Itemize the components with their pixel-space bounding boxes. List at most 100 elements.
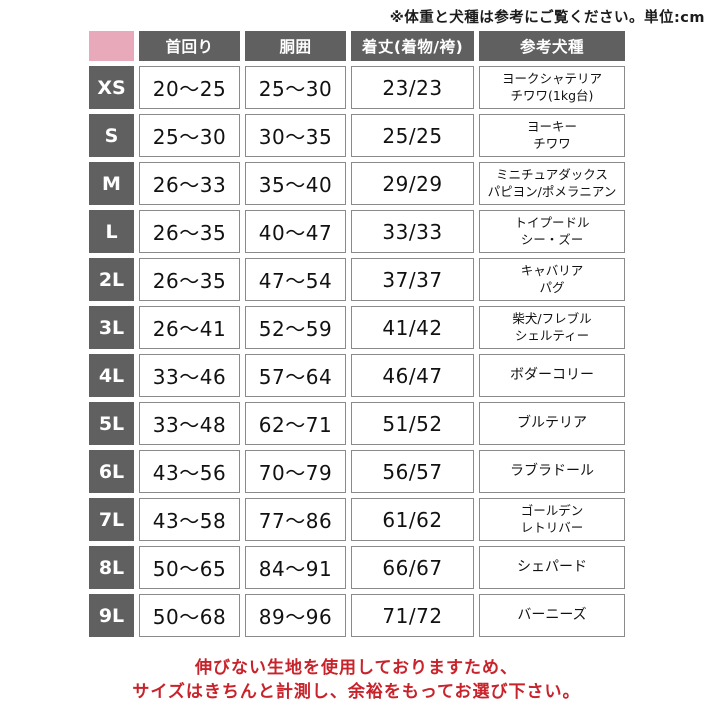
header-length: 着丈(着物/袴) xyxy=(351,31,474,61)
girth-cell: 40〜47 xyxy=(245,210,346,253)
breed-line-1: ヨーキー xyxy=(526,118,577,134)
table-row: M 26〜33 35〜40 29/29 ミニチュアダックス パピヨン/ポメラニア… xyxy=(89,162,625,205)
neck-cell: 26〜35 xyxy=(139,210,240,253)
length-cell: 46/47 xyxy=(351,354,474,397)
breed-line-2: チワワ xyxy=(533,135,571,151)
neck-cell: 25〜30 xyxy=(139,114,240,157)
length-cell: 61/62 xyxy=(351,498,474,541)
breed-cell: ヨーキー チワワ xyxy=(479,114,625,157)
girth-cell: 25〜30 xyxy=(245,66,346,109)
size-label: XS xyxy=(89,66,134,109)
length-cell: 66/67 xyxy=(351,546,474,589)
neck-cell: 43〜56 xyxy=(139,450,240,493)
length-cell: 41/42 xyxy=(351,306,474,349)
size-label: 4L xyxy=(89,354,134,397)
size-label: 8L xyxy=(89,546,134,589)
breed-line-2: レトリバー xyxy=(520,519,584,535)
size-label: S xyxy=(89,114,134,157)
girth-cell: 84〜91 xyxy=(245,546,346,589)
breed-line-2: チワワ(1kg台) xyxy=(510,87,594,103)
size-label: M xyxy=(89,162,134,205)
breed-cell: トイプードル シー・ズー xyxy=(479,210,625,253)
breed-line-2: シェルティー xyxy=(514,327,590,343)
table-row: XS 20〜25 25〜30 23/23 ヨークシャテリア チワワ(1kg台) xyxy=(89,66,625,109)
breed-cell: ミニチュアダックス パピヨン/ポメラニアン xyxy=(479,162,625,205)
table-row: L 26〜35 40〜47 33/33 トイプードル シー・ズー xyxy=(89,210,625,253)
unit-note: ※体重と犬種は参考にご覧ください。単位:cm xyxy=(389,10,705,26)
size-label: L xyxy=(89,210,134,253)
size-label: 9L xyxy=(89,594,134,637)
table-row: 9L 50〜68 89〜96 71/72 バーニーズ xyxy=(89,594,625,637)
size-table-body: XS 20〜25 25〜30 23/23 ヨークシャテリア チワワ(1kg台) … xyxy=(89,66,625,637)
table-row: 8L 50〜65 84〜91 66/67 シェパード xyxy=(89,546,625,589)
girth-cell: 77〜86 xyxy=(245,498,346,541)
table-row: 2L 26〜35 47〜54 37/37 キャバリア パグ xyxy=(89,258,625,301)
breed-line-1: ラブラドール xyxy=(510,463,594,480)
warning-line-1: 伸びない生地を使用しておりますため、 xyxy=(195,658,518,678)
breed-cell: 柴犬/フレブル シェルティー xyxy=(479,306,625,349)
neck-cell: 26〜35 xyxy=(139,258,240,301)
breed-cell: バーニーズ xyxy=(479,594,625,637)
length-cell: 51/52 xyxy=(351,402,474,445)
neck-cell: 43〜58 xyxy=(139,498,240,541)
header-girth: 胴囲 xyxy=(245,31,346,61)
girth-cell: 47〜54 xyxy=(245,258,346,301)
size-label: 6L xyxy=(89,450,134,493)
breed-line-1: ミニチュアダックス xyxy=(496,166,608,182)
girth-cell: 52〜59 xyxy=(245,306,346,349)
breed-cell: ゴールデン レトリバー xyxy=(479,498,625,541)
table-row: 7L 43〜58 77〜86 61/62 ゴールデン レトリバー xyxy=(89,498,625,541)
neck-cell: 20〜25 xyxy=(139,66,240,109)
length-cell: 71/72 xyxy=(351,594,474,637)
table-row: 4L 33〜46 57〜64 46/47 ボダーコリー xyxy=(89,354,625,397)
neck-cell: 33〜46 xyxy=(139,354,240,397)
header-row: 首回り 胴囲 着丈(着物/袴) 参考犬種 xyxy=(89,31,625,61)
neck-cell: 26〜33 xyxy=(139,162,240,205)
breed-cell: ヨークシャテリア チワワ(1kg台) xyxy=(479,66,625,109)
breed-line-1: ブルテリア xyxy=(517,415,587,432)
length-cell: 33/33 xyxy=(351,210,474,253)
girth-cell: 35〜40 xyxy=(245,162,346,205)
neck-cell: 50〜68 xyxy=(139,594,240,637)
breed-line-1: キャバリア xyxy=(520,262,584,278)
breed-line-2: パグ xyxy=(539,279,565,295)
warning-line-2: サイズはきちんと計測し、余裕をもってお選び下さい。 xyxy=(132,682,581,703)
breed-cell: ブルテリア xyxy=(479,402,625,445)
breed-line-1: ゴールデン xyxy=(520,502,584,518)
neck-cell: 50〜65 xyxy=(139,546,240,589)
girth-cell: 57〜64 xyxy=(245,354,346,397)
warning-text: 伸びない生地を使用しておりますため、 サイズはきちんと計測し、余裕をもってお選び… xyxy=(0,656,713,704)
neck-cell: 33〜48 xyxy=(139,402,240,445)
size-table: 首回り 胴囲 着丈(着物/袴) 参考犬種 XS 20〜25 25〜30 23/2… xyxy=(84,26,630,642)
breed-line-2: パピヨン/ポメラニアン xyxy=(487,183,617,199)
girth-cell: 70〜79 xyxy=(245,450,346,493)
girth-cell: 30〜35 xyxy=(245,114,346,157)
size-label: 2L xyxy=(89,258,134,301)
breed-line-1: ヨークシャテリア xyxy=(501,70,602,86)
length-cell: 25/25 xyxy=(351,114,474,157)
girth-cell: 89〜96 xyxy=(245,594,346,637)
table-row: 3L 26〜41 52〜59 41/42 柴犬/フレブル シェルティー xyxy=(89,306,625,349)
girth-cell: 62〜71 xyxy=(245,402,346,445)
table-row: 6L 43〜56 70〜79 56/57 ラブラドール xyxy=(89,450,625,493)
breed-cell: ラブラドール xyxy=(479,450,625,493)
neck-cell: 26〜41 xyxy=(139,306,240,349)
header-neck: 首回り xyxy=(139,31,240,61)
corner-cell xyxy=(89,31,134,61)
breed-line-2: シー・ズー xyxy=(520,231,584,247)
length-cell: 29/29 xyxy=(351,162,474,205)
length-cell: 56/57 xyxy=(351,450,474,493)
size-table-wrap: 首回り 胴囲 着丈(着物/袴) 参考犬種 XS 20〜25 25〜30 23/2… xyxy=(84,26,630,642)
breed-line-1: シェパード xyxy=(517,559,587,576)
breed-line-1: 柴犬/フレブル xyxy=(512,310,592,326)
header-breed: 参考犬種 xyxy=(479,31,625,61)
size-label: 5L xyxy=(89,402,134,445)
length-cell: 37/37 xyxy=(351,258,474,301)
length-cell: 23/23 xyxy=(351,66,474,109)
size-label: 3L xyxy=(89,306,134,349)
breed-line-1: ボダーコリー xyxy=(510,367,594,384)
breed-line-1: バーニーズ xyxy=(517,607,587,624)
breed-cell: シェパード xyxy=(479,546,625,589)
breed-cell: キャバリア パグ xyxy=(479,258,625,301)
